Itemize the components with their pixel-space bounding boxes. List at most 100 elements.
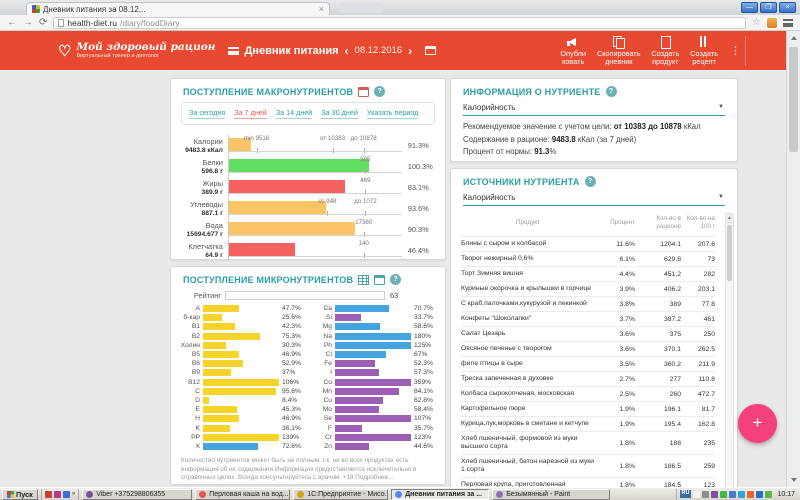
restore-button[interactable]: ❐: [760, 2, 777, 13]
quick-launch-icon[interactable]: [44, 490, 52, 498]
taskbar-button[interactable]: Перловая каша на вод...: [195, 488, 291, 500]
table-row[interactable]: Творог нежирный 0,6% 6.1% 629.8 73: [461, 251, 715, 266]
back-icon[interactable]: ←: [7, 16, 17, 28]
logo-heart-icon[interactable]: ♡: [58, 42, 72, 60]
taskbar-button-label: Дневник питания за ...: [405, 490, 483, 498]
quick-launch-icon[interactable]: [62, 490, 70, 498]
info-line-prefix: Содержание в рационе:: [463, 134, 552, 144]
micro-percent: 106%: [282, 378, 300, 386]
tray-viber-icon[interactable]: [711, 490, 719, 498]
minimize-button[interactable]: —: [741, 2, 758, 13]
table-view-icon[interactable]: [358, 274, 370, 285]
table-row[interactable]: Торт Зимняя вишня 4.4% 451.2 282: [461, 266, 715, 281]
scrollbar-thumb[interactable]: [727, 225, 732, 281]
nutrient-info-panel: ИНФОРМАЦИЯ О НУТРИЕНТЕ ? Калорийность ▼ …: [450, 78, 738, 162]
tray-help-icon[interactable]: [702, 490, 710, 498]
micro-label: H: [195, 415, 200, 423]
sources-nutrient-select[interactable]: Калорийность ▼: [463, 191, 725, 206]
table-row[interactable]: филе птицы в сыре 3.5% 360.2 211.9: [461, 356, 715, 371]
calendar-icon[interactable]: [374, 274, 386, 285]
period-tab[interactable]: За сегодня: [189, 108, 226, 119]
quick-launch-icon[interactable]: [53, 490, 61, 498]
table-row[interactable]: Салат Цезарь 3.6% 375 250: [461, 326, 715, 341]
calendar-icon[interactable]: [358, 86, 370, 97]
taskbar-button[interactable]: Дневник питания за ...: [391, 488, 490, 500]
period-tab[interactable]: За 7 дней: [234, 108, 267, 119]
table-row[interactable]: С краб.палочками,кукурузой и пекинкой 3.8…: [461, 296, 715, 311]
taskbar-button[interactable]: Viber +375298806355: [82, 488, 193, 500]
scroll-up-icon[interactable]: [791, 36, 797, 40]
publish-button[interactable]: Опубли ковать: [560, 36, 586, 66]
macro-row: Жиры 389.9 г 469 83.1%: [177, 177, 437, 197]
start-button[interactable]: Пуск: [2, 488, 38, 500]
scroll-down-icon[interactable]: [791, 478, 797, 482]
bookmark-star-icon[interactable]: ☆: [752, 16, 761, 28]
url-input[interactable]: health-diet.ru /diary/foodDiary: [53, 16, 747, 29]
help-icon[interactable]: ?: [584, 176, 596, 187]
browser-menu-icon[interactable]: [783, 18, 793, 27]
diary-date[interactable]: 08.12.2016: [354, 45, 403, 56]
period-tab[interactable]: За 14 дней: [275, 108, 313, 119]
info-line-suffix: кКал: [681, 122, 701, 131]
macro-label: Калории 9483.8 кКал: [177, 135, 228, 155]
browser-scrollbar[interactable]: [786, 31, 800, 487]
chevron-icon[interactable]: »: [71, 491, 76, 497]
app-icon: [395, 490, 403, 498]
tray-green-icon[interactable]: [720, 490, 728, 498]
table-row[interactable]: Блины с сыром и колбасой 11.6% 1204.1 207.6: [461, 236, 715, 251]
taskbar-button[interactable]: 1С:Предприятие - Мисо...: [293, 488, 389, 500]
table-row[interactable]: Овсяное печенье с творогом 3.6% 370.1 262.5: [461, 341, 715, 356]
close-button[interactable]: ×: [779, 2, 796, 13]
calendar-icon[interactable]: [425, 46, 437, 55]
extension-icon[interactable]: [767, 17, 777, 28]
scrollbar-thumb[interactable]: [789, 47, 798, 152]
tab-close-icon[interactable]: ×: [318, 3, 324, 14]
help-icon[interactable]: ?: [390, 274, 402, 285]
browser-tab[interactable]: Дневник питания за 08.12... ×: [26, 2, 330, 15]
micro-percent: 30.3%: [282, 341, 301, 349]
app-icon: [297, 490, 305, 498]
more-options-icon[interactable]: ⋮: [730, 44, 741, 57]
period-tab[interactable]: Указать период: [366, 108, 419, 119]
nutrient-select[interactable]: Калорийность ▼: [463, 101, 725, 116]
period-tab[interactable]: За 30 дней: [321, 108, 358, 119]
tray-opera-icon[interactable]: [747, 490, 755, 498]
prev-day-button[interactable]: ‹: [344, 43, 349, 58]
tray-network-icon[interactable]: [756, 490, 764, 498]
table-row[interactable]: Картофельное пюре 1.9% 196.1 81.7: [461, 401, 715, 416]
table-row[interactable]: Колбаса сырокопченая, московская 2.5% 260 4…: [461, 386, 715, 401]
help-icon[interactable]: ?: [605, 86, 617, 97]
tray-window-icon[interactable]: [693, 490, 701, 498]
help-icon[interactable]: ?: [374, 86, 386, 97]
forward-icon[interactable]: →: [23, 16, 33, 28]
create-product-button[interactable]: Создать продукт: [652, 35, 679, 66]
table-row[interactable]: Хлеб пшеничный, батон нарезной из муки 1…: [461, 454, 715, 477]
cell-value: 11.6%: [616, 240, 635, 248]
tray-volume-icon[interactable]: [738, 490, 746, 498]
new-tab-button[interactable]: [340, 3, 382, 13]
micro-row: К 72.6%: [177, 442, 309, 451]
micro-bar: [203, 341, 227, 349]
reload-icon[interactable]: ⟳: [39, 16, 48, 28]
table-row[interactable]: Куриные окорочка и крылышки в горчице 3.9…: [461, 281, 715, 296]
brand-logo[interactable]: Мой здоровый рацион Виртуальный тренер и…: [76, 42, 215, 59]
add-button[interactable]: +: [738, 404, 777, 443]
copy-diary-button[interactable]: Скопировать дневник: [597, 35, 641, 66]
micro-row: B6 52.9%: [177, 359, 309, 368]
table-row[interactable]: Хлеб пшеничный, формовой из муки высшего…: [461, 431, 715, 454]
table-row[interactable]: Конфеты "Шоколапки" 3.7% 387.2 461: [461, 311, 715, 326]
tray-shield-icon[interactable]: [765, 490, 773, 498]
create-recipe-button[interactable]: Создать рецепт: [690, 35, 718, 66]
table-scrollbar[interactable]: ▲: [725, 213, 734, 487]
language-indicator[interactable]: RU: [679, 490, 692, 498]
taskbar-button[interactable]: Безымянный - Paint: [492, 488, 611, 500]
macro-bar: [228, 159, 369, 172]
table-row[interactable]: Курица,лук,морковь в сметане и кетчупе 1.…: [461, 416, 715, 431]
next-day-button[interactable]: ›: [408, 43, 413, 58]
scroll-up-icon[interactable]: ▲: [726, 214, 733, 223]
tray-blue-icon[interactable]: [729, 490, 737, 498]
micro-percent: 33.7%: [414, 314, 433, 322]
table-row[interactable]: Перловая крупа, приготовленная 1.8% 184.5 1…: [461, 477, 715, 487]
menu-hamburger-icon[interactable]: [228, 46, 240, 55]
table-row[interactable]: Треска запеченная в духовке 2.7% 277 110.8: [461, 371, 715, 386]
